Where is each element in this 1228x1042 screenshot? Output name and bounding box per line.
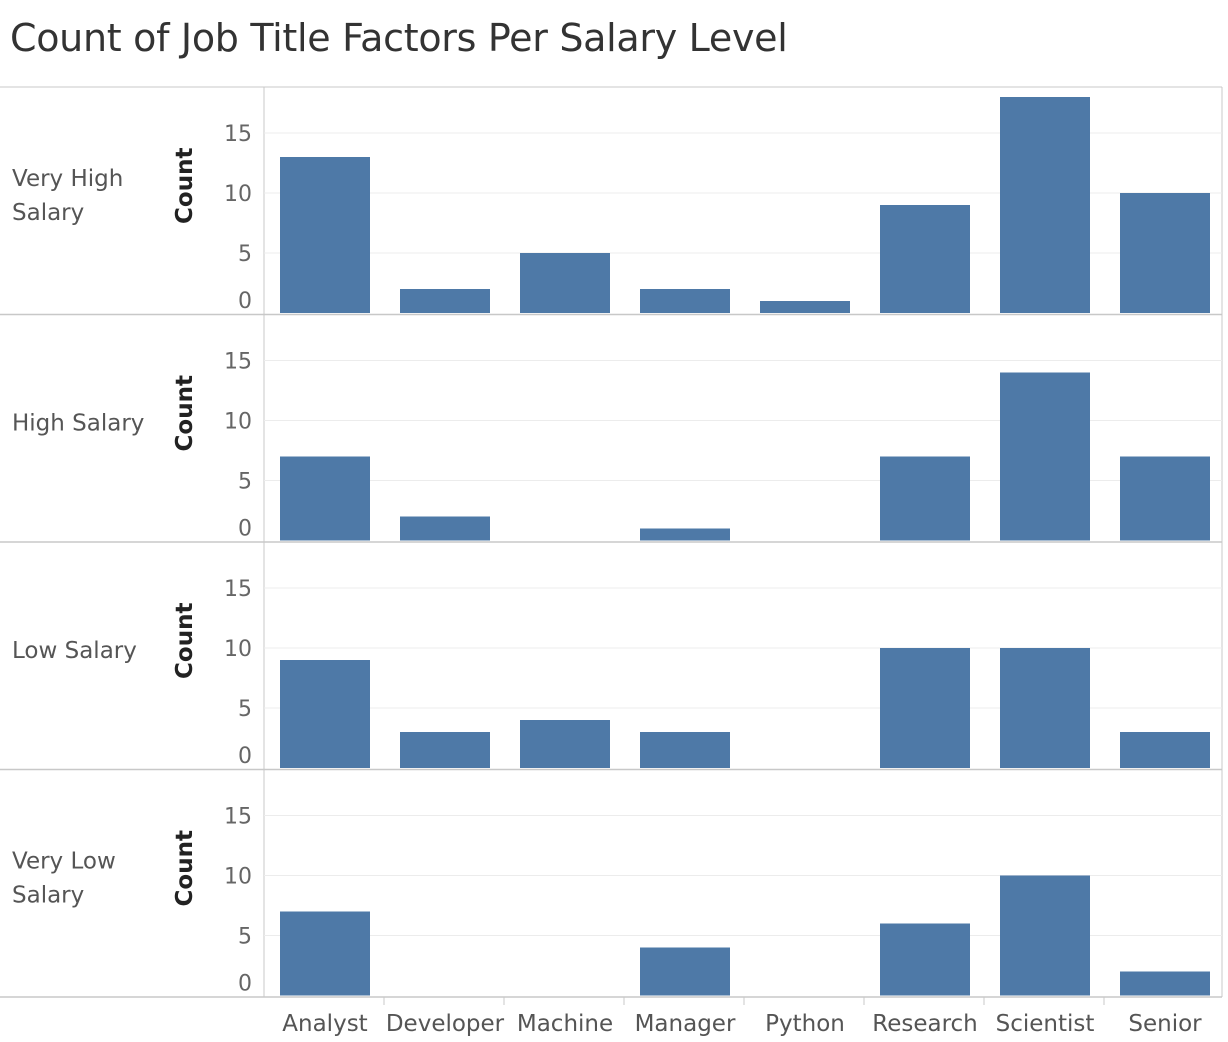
bar (760, 301, 850, 313)
bar (520, 253, 610, 313)
x-category-label: Senior (1128, 1011, 1202, 1037)
bar (1120, 456, 1210, 541)
bar (280, 911, 370, 996)
y-tick-label: 0 (238, 289, 252, 314)
y-tick-label: 0 (238, 972, 252, 997)
x-category-label: Developer (386, 1011, 505, 1037)
bar (640, 528, 730, 541)
bar (1120, 193, 1210, 313)
bar (880, 648, 970, 768)
bar (1120, 732, 1210, 768)
row-label: Very Low (12, 848, 116, 874)
bar (1000, 648, 1090, 768)
y-tick-label: 5 (238, 470, 252, 495)
y-tick-label: 10 (224, 637, 252, 662)
row-label: Salary (12, 882, 84, 908)
bar (1000, 372, 1090, 541)
y-tick-label: 10 (224, 410, 252, 435)
row-label: High Salary (12, 410, 144, 436)
bar (640, 732, 730, 768)
row-label: Low Salary (12, 638, 137, 664)
bar (880, 205, 970, 313)
bar (1120, 971, 1210, 996)
y-tick-label: 5 (238, 242, 252, 267)
y-axis-title: Count (172, 830, 198, 906)
bar (880, 456, 970, 541)
y-tick-label: 15 (224, 122, 252, 147)
row-label: Very High (12, 166, 123, 192)
chart-title: Count of Job Title Factors Per Salary Le… (10, 16, 788, 60)
bar (520, 720, 610, 768)
bar (280, 456, 370, 541)
x-category-label: Manager (635, 1011, 736, 1037)
bar (280, 157, 370, 313)
bar (640, 947, 730, 996)
x-category-label: Machine (517, 1011, 613, 1037)
y-tick-label: 10 (224, 865, 252, 890)
bar (400, 289, 490, 313)
bar (1000, 97, 1090, 313)
bar (880, 923, 970, 996)
bar (280, 660, 370, 768)
y-tick-label: 10 (224, 182, 252, 207)
x-category-label: Research (872, 1011, 978, 1037)
y-tick-label: 15 (224, 350, 252, 375)
bar (640, 289, 730, 313)
bar (400, 732, 490, 768)
bar (1000, 875, 1090, 996)
y-axis-title: Count (172, 148, 198, 224)
bar (400, 516, 490, 541)
x-category-label: Analyst (282, 1011, 367, 1037)
x-category-label: Scientist (996, 1011, 1095, 1037)
y-tick-label: 15 (224, 577, 252, 602)
row-label: Salary (12, 200, 84, 226)
y-tick-label: 0 (238, 744, 252, 769)
y-tick-label: 0 (238, 517, 252, 542)
y-tick-label: 5 (238, 925, 252, 950)
x-category-label: Python (765, 1011, 845, 1037)
y-tick-label: 5 (238, 697, 252, 722)
y-axis-title: Count (172, 375, 198, 451)
y-tick-label: 15 (224, 805, 252, 830)
y-axis-title: Count (172, 603, 198, 679)
